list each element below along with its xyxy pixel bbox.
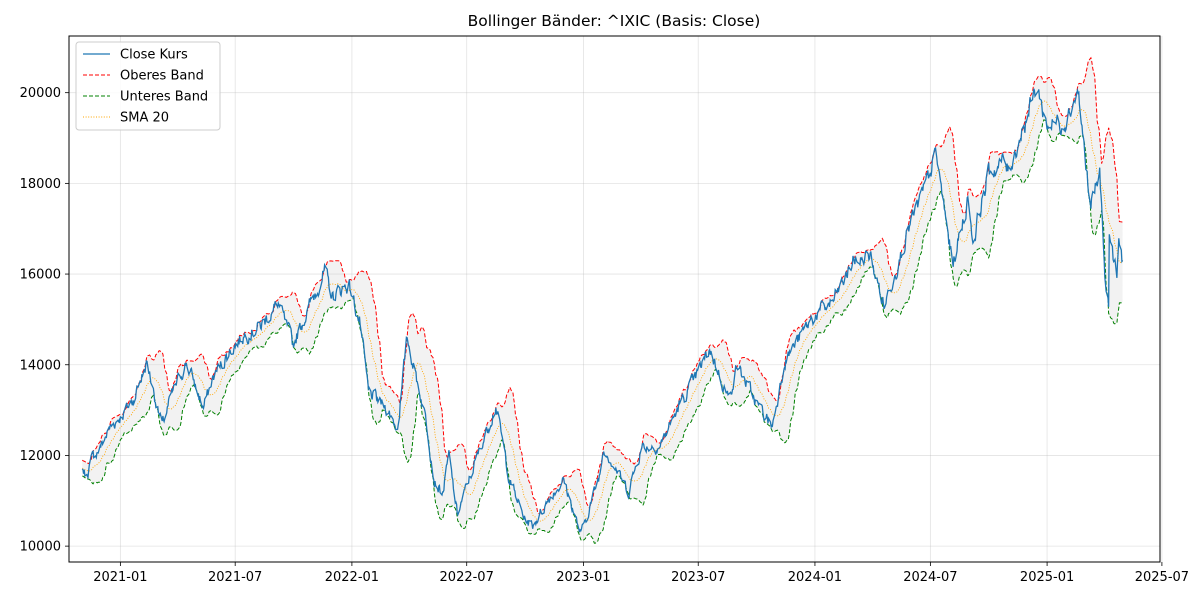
x-tick-label: 2024-07 — [903, 570, 957, 585]
x-tick-label: 2021-01 — [93, 570, 147, 585]
y-tick-label: 14000 — [20, 358, 61, 373]
legend-label-upper: Oberes Band — [120, 69, 204, 84]
x-tick-label: 2023-07 — [671, 570, 725, 585]
legend: Close Kurs Oberes Band Unteres Band SMA 20 — [75, 41, 221, 131]
legend-box — [75, 41, 221, 131]
chart-title: Bollinger Bänder: ^IXIC (Basis: Close) — [468, 12, 761, 30]
x-tick-label: 2021-07 — [208, 570, 262, 585]
band-fill — [82, 57, 1123, 544]
y-tick-label: 12000 — [20, 449, 61, 464]
y-tick-label: 18000 — [20, 177, 61, 192]
y-tick-label: 20000 — [20, 86, 61, 101]
x-tick-label: 2024-01 — [788, 570, 842, 585]
legend-label-lower: Unteres Band — [120, 90, 208, 105]
x-tick-label: 2022-01 — [325, 570, 379, 585]
plot-frame — [68, 35, 1161, 563]
x-tick-label: 2025-01 — [1020, 570, 1074, 585]
x-tick-label: 2025-07 — [1135, 570, 1189, 585]
y-tick-label: 10000 — [20, 540, 61, 555]
legend-label-sma: SMA 20 — [120, 111, 169, 126]
x-tick-label: 2022-07 — [440, 570, 494, 585]
legend-label-close: Close Kurs — [120, 48, 188, 63]
series-line-close — [81, 87, 1124, 533]
y-tick-label: 16000 — [20, 268, 61, 283]
x-tick-label: 2023-01 — [556, 570, 610, 585]
series-line-upper — [82, 56, 1123, 515]
series-line-lower — [82, 119, 1124, 544]
